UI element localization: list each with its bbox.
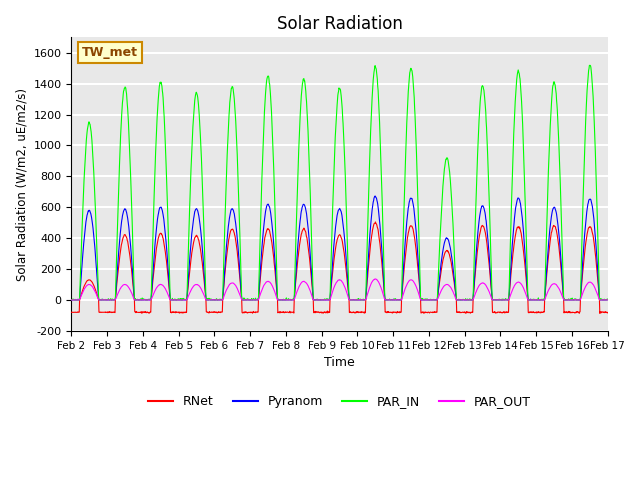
PAR_OUT bbox=[68, 297, 76, 303]
Line: PAR_IN: PAR_IN bbox=[72, 65, 607, 300]
PAR_OUT bbox=[247, 297, 255, 303]
PAR_OUT bbox=[424, 297, 431, 303]
Pyranom bbox=[187, 240, 195, 245]
RNet bbox=[423, 310, 431, 315]
Text: TW_met: TW_met bbox=[82, 46, 138, 59]
PAR_IN bbox=[247, 297, 255, 303]
Pyranom bbox=[604, 297, 611, 302]
Y-axis label: Solar Radiation (W/m2, uE/m2/s): Solar Radiation (W/m2, uE/m2/s) bbox=[15, 87, 28, 281]
Pyranom bbox=[174, 297, 182, 303]
Pyranom bbox=[424, 297, 431, 303]
Pyranom bbox=[68, 297, 76, 303]
PAR_IN bbox=[540, 297, 548, 303]
RNet bbox=[372, 219, 380, 225]
PAR_OUT bbox=[493, 297, 501, 303]
Pyranom bbox=[68, 297, 76, 303]
PAR_OUT bbox=[187, 288, 195, 293]
Legend: RNet, Pyranom, PAR_IN, PAR_OUT: RNet, Pyranom, PAR_IN, PAR_OUT bbox=[143, 390, 536, 413]
RNet bbox=[247, 310, 255, 315]
PAR_IN bbox=[187, 166, 195, 172]
PAR_IN bbox=[586, 62, 593, 68]
Line: PAR_OUT: PAR_OUT bbox=[72, 279, 607, 300]
RNet bbox=[187, 260, 195, 266]
Pyranom bbox=[247, 297, 255, 302]
PAR_IN bbox=[493, 297, 500, 303]
Title: Solar Radiation: Solar Radiation bbox=[276, 15, 403, 33]
Line: RNet: RNet bbox=[72, 222, 607, 313]
PAR_OUT bbox=[68, 297, 76, 303]
RNet bbox=[68, 310, 76, 315]
RNet bbox=[596, 311, 604, 316]
RNet bbox=[174, 309, 182, 315]
RNet bbox=[493, 310, 500, 316]
Pyranom bbox=[371, 193, 379, 199]
X-axis label: Time: Time bbox=[324, 356, 355, 369]
PAR_IN bbox=[68, 297, 76, 303]
PAR_OUT bbox=[604, 297, 611, 303]
RNet bbox=[604, 310, 611, 316]
PAR_OUT bbox=[174, 297, 182, 303]
Pyranom bbox=[493, 297, 501, 303]
Pyranom bbox=[541, 296, 548, 302]
PAR_IN bbox=[604, 297, 611, 302]
RNet bbox=[540, 309, 548, 315]
Line: Pyranom: Pyranom bbox=[72, 196, 607, 300]
PAR_OUT bbox=[372, 276, 380, 282]
PAR_IN bbox=[68, 297, 76, 302]
PAR_IN bbox=[423, 297, 431, 302]
PAR_OUT bbox=[541, 297, 548, 302]
PAR_IN bbox=[174, 296, 182, 302]
